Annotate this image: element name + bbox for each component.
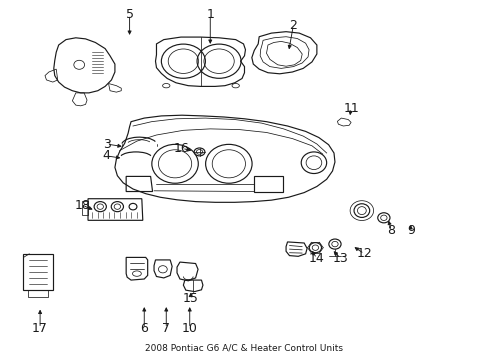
- Text: 9: 9: [406, 224, 414, 237]
- Text: 15: 15: [183, 292, 198, 305]
- Text: 2008 Pontiac G6 A/C & Heater Control Units: 2008 Pontiac G6 A/C & Heater Control Uni…: [145, 344, 343, 353]
- Text: 6: 6: [140, 322, 148, 335]
- Text: 11: 11: [343, 102, 358, 114]
- Text: 4: 4: [102, 149, 110, 162]
- Text: 13: 13: [332, 252, 348, 265]
- Text: 7: 7: [162, 322, 170, 335]
- Text: 18: 18: [74, 199, 90, 212]
- Text: 16: 16: [174, 142, 189, 155]
- Text: 1: 1: [206, 8, 214, 21]
- Text: 5: 5: [125, 8, 133, 21]
- Text: 12: 12: [356, 247, 371, 260]
- Text: 10: 10: [182, 322, 197, 335]
- Text: 8: 8: [386, 224, 394, 237]
- Text: 14: 14: [308, 252, 324, 265]
- Text: 3: 3: [102, 138, 110, 150]
- Text: 17: 17: [32, 322, 48, 335]
- Text: 2: 2: [289, 19, 297, 32]
